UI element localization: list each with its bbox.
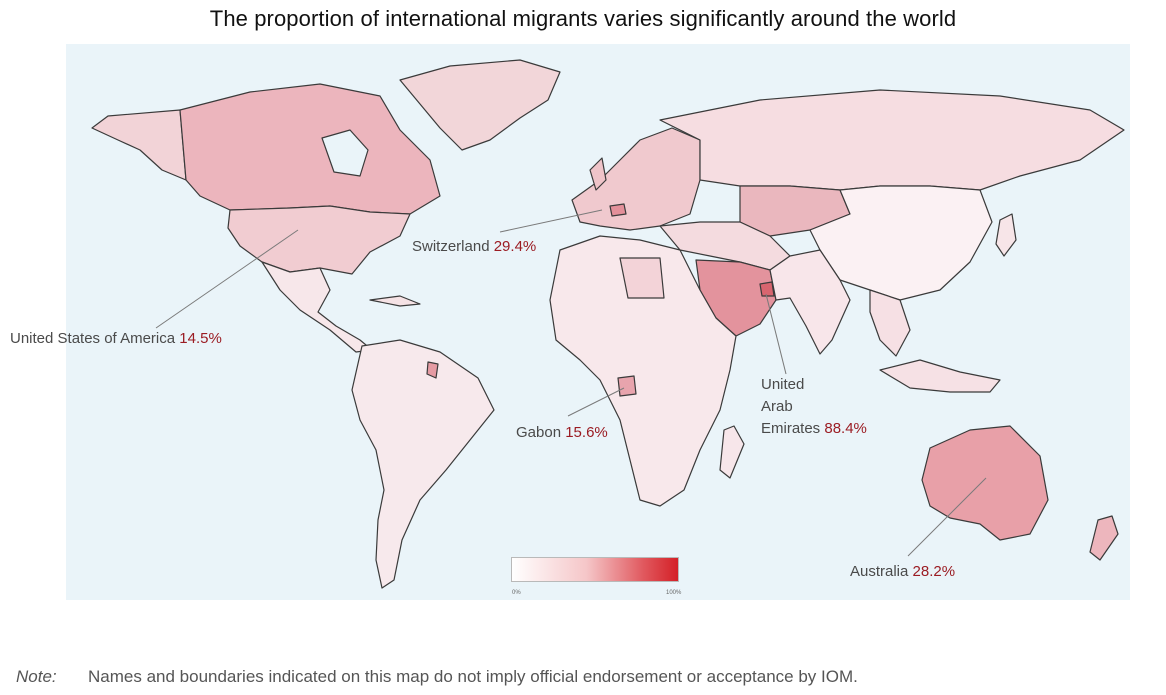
leader-line-switzerland (499, 209, 603, 233)
footnote-text: Names and boundaries indicated on this m… (88, 667, 858, 686)
callout-uae-name-line1: United (761, 376, 805, 393)
callout-australia-name: Australia (850, 563, 909, 580)
region-new-zealand (1089, 515, 1119, 561)
callout-switzerland-name: Switzerland (412, 238, 490, 255)
region-caribbean (369, 295, 421, 307)
region-southeast-asia (869, 289, 911, 357)
callout-uae-name-line2: Arab (761, 398, 793, 415)
callout-switzerland: Switzerland 29.4% (412, 236, 536, 258)
region-south-america (351, 339, 495, 589)
region-madagascar (719, 425, 745, 479)
region-india (769, 249, 851, 355)
region-uae (759, 281, 775, 297)
region-china (809, 185, 993, 301)
callout-uae-value: 88.4% (824, 420, 867, 437)
callout-usa-value: 14.5% (179, 330, 222, 347)
callout-usa-name: United States of America (10, 330, 176, 347)
leader-line-gabon (567, 387, 625, 417)
region-russia (659, 89, 1125, 191)
callout-uae-name-line3: Emirates (761, 420, 821, 437)
callout-australia-value: 28.2% (912, 563, 956, 580)
region-japan (995, 213, 1017, 257)
callout-gabon-name: Gabon (516, 424, 562, 441)
leader-line-uae (765, 293, 787, 375)
leader-line-usa (155, 229, 299, 329)
region-libya (619, 257, 665, 299)
region-usa (227, 205, 411, 275)
region-alaska (91, 109, 187, 181)
legend-color-bar (511, 557, 679, 582)
callout-switzerland-value: 29.4% (493, 238, 537, 255)
footnote-label: Note: (16, 667, 57, 686)
footnote: Note: Names and boundaries indicated on t… (16, 667, 858, 687)
region-africa (549, 235, 737, 507)
map-title: The proportion of international migrants… (209, 6, 957, 31)
region-mexico-central-america (261, 261, 373, 353)
callout-gabon-value: 15.6% (565, 424, 608, 441)
callout-gabon: Gabon 15.6% (516, 422, 608, 444)
region-uk (589, 157, 607, 191)
leader-line-australia (907, 477, 987, 557)
hudson-bay (321, 129, 369, 177)
region-canada (179, 83, 441, 215)
region-french-guiana (426, 361, 439, 379)
callout-uae: United Arab Emirates 88.4% (761, 374, 867, 440)
callout-usa: United States of America 14.5% (10, 328, 222, 350)
region-europe (571, 127, 701, 231)
callout-australia: Australia 28.2% (850, 561, 955, 583)
region-gabon (617, 375, 637, 397)
legend-max-label: 100% (666, 590, 682, 596)
region-greenland (399, 59, 561, 151)
region-australia (921, 425, 1049, 541)
region-switzerland (609, 203, 627, 217)
legend-min-label: 0% (512, 590, 521, 596)
region-indonesia (879, 359, 1001, 393)
